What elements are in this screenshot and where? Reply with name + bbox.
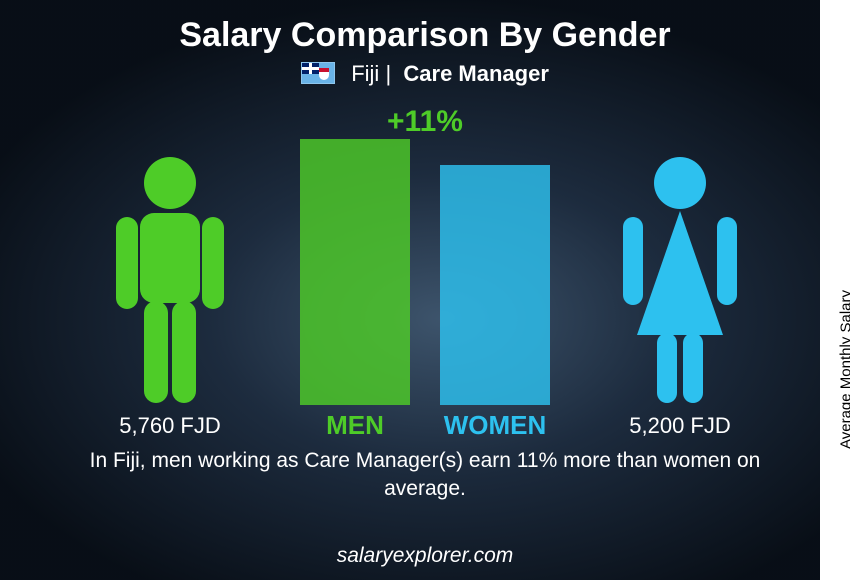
difference-label: +11% (387, 105, 463, 139)
salary-men: 5,760 FJD (90, 413, 250, 439)
caption-text: In Fiji, men working as Care Manager(s) … (0, 447, 850, 504)
fiji-flag-icon (301, 62, 335, 84)
job-title: Care Manager (403, 61, 549, 86)
male-figure-icon (105, 155, 235, 405)
separator: | (385, 61, 391, 86)
salary-women: 5,200 FJD (600, 413, 760, 439)
bar-men (300, 139, 410, 405)
y-axis-label: Average Monthly Salary (838, 290, 850, 449)
location-text: Fiji (351, 61, 379, 86)
page-title: Salary Comparison By Gender (0, 0, 850, 55)
label-men: MEN (290, 410, 420, 441)
female-figure-icon (615, 155, 745, 405)
content-wrapper: Salary Comparison By Gender Fiji | Care … (0, 0, 850, 580)
subtitle: Fiji | Care Manager (0, 61, 850, 87)
footer-source: salaryexplorer.com (0, 544, 850, 568)
bar-women (440, 165, 550, 405)
chart-area: +11% (105, 111, 745, 441)
label-women: WOMEN (430, 410, 560, 441)
